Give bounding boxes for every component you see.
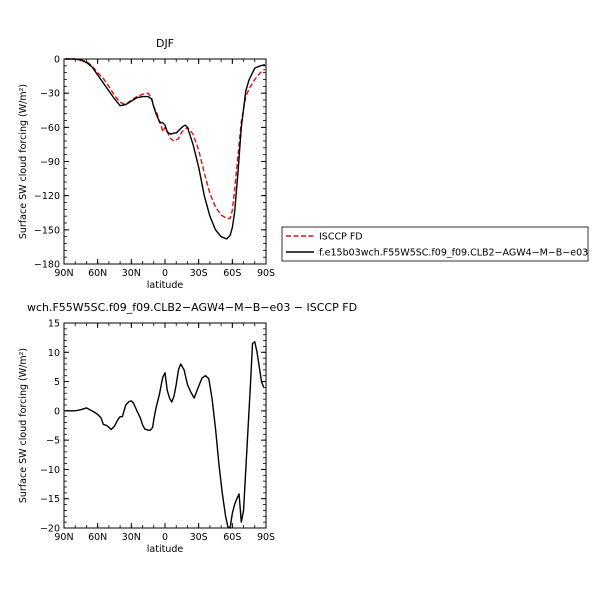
series-line-0-0 (65, 58, 266, 220)
legend: ISCCP FD f.e15b03wch.F55W5SC.f09_f09.CLB… (281, 226, 589, 262)
x-tick-label: 30N (122, 268, 141, 279)
x-tick-label: 90S (257, 268, 275, 279)
top-chart-title: DJF (156, 37, 174, 50)
top-ticks: 90N 60N 30N 0 30S 60S 90S 0 −30 −60 −90 −120 −150 −18… (34, 55, 275, 280)
y-tick-label: −150 (34, 225, 60, 236)
y-tick-label: 5 (54, 377, 60, 388)
x-tick-label: 30S (190, 532, 208, 543)
y-tick-label: 0 (54, 55, 60, 66)
y-tick-label: 15 (48, 319, 60, 330)
x-tick-label: 60N (88, 532, 107, 543)
x-tick-label: 0 (162, 532, 168, 543)
y-tick-label: −10 (40, 465, 60, 476)
x-tick-label: 60S (223, 268, 241, 279)
x-tick-label: 60N (88, 268, 107, 279)
x-tick-label: 90S (257, 532, 275, 543)
y-tick-label: 0 (54, 406, 60, 417)
bottom-plot-frame (63, 322, 267, 529)
top-x-axis-label: latitude (147, 280, 184, 291)
y-tick-label: −180 (34, 260, 60, 271)
y-tick-label: −120 (34, 191, 60, 202)
y-tick-label: −90 (40, 157, 60, 168)
bottom-chart-title: wch.F55W5SC.f09_f09.CLB2−AGW4−M−B−e03 − … (27, 301, 357, 314)
legend-entry-model: f.e15b03wch.F55W5SC.f09_f09.CLB2−AGW4−M−… (319, 248, 588, 259)
y-tick-label: −20 (40, 524, 60, 535)
top-series-lines (65, 58, 266, 240)
y-tick-label: 10 (48, 348, 60, 359)
top-y-axis-label: Surface SW cloud forcing (W/m²) (18, 84, 29, 239)
y-tick-label: −30 (40, 89, 60, 100)
top-panel: DJF Surface SW cloud forcing (W/m²) lati… (18, 37, 275, 291)
x-tick-label: 90N (54, 532, 73, 543)
y-tick-label: −15 (40, 494, 60, 505)
bottom-series-lines (65, 341, 265, 529)
legend-entry-isccp: ISCCP FD (319, 232, 363, 243)
series-line-1-0 (65, 341, 265, 529)
x-tick-label: 60S (223, 532, 241, 543)
top-plot-frame (63, 58, 267, 265)
bottom-x-axis-label: latitude (147, 544, 184, 555)
x-tick-label: 0 (162, 268, 168, 279)
series-line-0-1 (65, 58, 266, 240)
bottom-panel: wch.F55W5SC.f09_f09.CLB2−AGW4−M−B−e03 − … (18, 301, 357, 555)
legend-box (281, 226, 589, 262)
x-tick-label: 30S (190, 268, 208, 279)
x-tick-label: 90N (54, 268, 73, 279)
bottom-y-axis-label: Surface SW cloud forcing (W/m²) (18, 348, 29, 503)
y-tick-label: −60 (40, 123, 60, 134)
y-tick-label: −5 (46, 436, 60, 447)
x-tick-label: 30N (122, 532, 141, 543)
